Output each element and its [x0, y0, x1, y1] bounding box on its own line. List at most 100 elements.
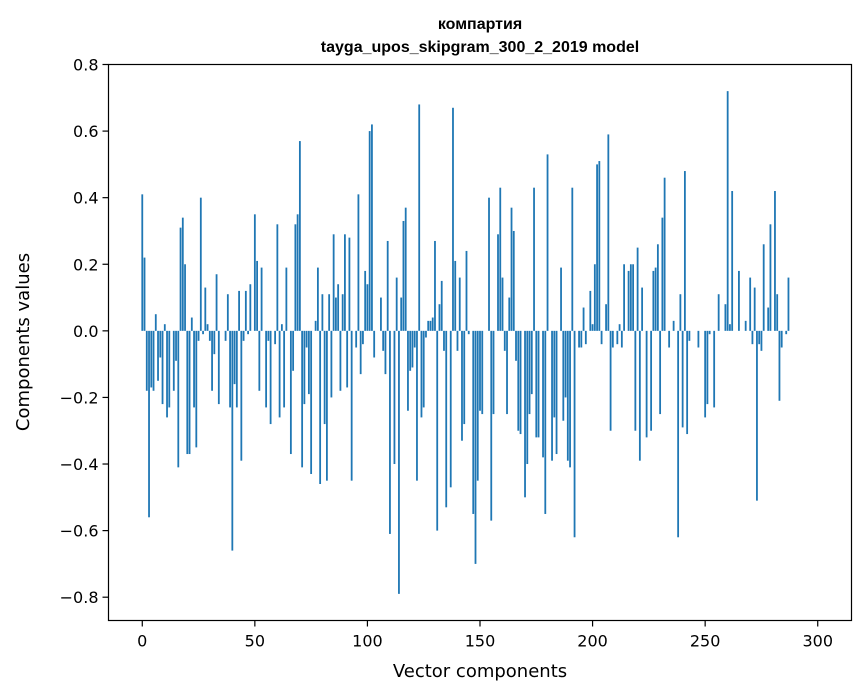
bar [141, 194, 144, 331]
bar [607, 134, 610, 331]
bar [436, 330, 439, 531]
bar [416, 330, 418, 481]
bar [506, 330, 508, 415]
bar [704, 330, 707, 418]
bar [319, 330, 322, 484]
y-tick-label: 0.0 [73, 322, 98, 341]
bar [530, 330, 533, 395]
bar [515, 330, 517, 361]
bar [188, 330, 191, 455]
y-tick-label: −0.2 [60, 388, 99, 407]
bar [638, 330, 641, 461]
bar [143, 257, 146, 331]
bar [778, 330, 781, 401]
bar [499, 187, 502, 331]
bar [278, 330, 281, 418]
bar [758, 330, 761, 345]
bar [492, 330, 495, 415]
bar [323, 330, 326, 425]
bar [445, 330, 448, 508]
bar [537, 330, 540, 438]
bar [326, 330, 328, 481]
bar [335, 297, 337, 331]
bar [274, 330, 277, 345]
bar [697, 330, 700, 348]
bar [346, 330, 349, 388]
bar [418, 104, 421, 331]
bar [749, 277, 752, 331]
bar [440, 280, 443, 331]
bar [560, 267, 562, 331]
y-tick-label: −0.6 [60, 522, 99, 541]
bar [787, 277, 790, 331]
bar [751, 330, 754, 345]
bar [393, 330, 396, 465]
bar [296, 214, 299, 331]
bar [508, 297, 511, 331]
bar [292, 330, 295, 371]
bar [256, 260, 258, 331]
bar [427, 320, 430, 331]
bar [756, 330, 758, 501]
bar [609, 330, 612, 431]
bar [152, 330, 155, 391]
bar [641, 287, 644, 331]
bars-group [141, 91, 790, 594]
bar [384, 330, 387, 375]
bar [729, 324, 731, 331]
bar [163, 324, 166, 331]
bar [488, 197, 490, 331]
bar [305, 330, 308, 348]
bar [330, 330, 333, 398]
bar [148, 330, 150, 518]
bar [380, 297, 382, 331]
bar [686, 330, 689, 435]
bar [490, 330, 493, 521]
bar [449, 330, 452, 488]
bar [289, 330, 292, 455]
bar [366, 284, 369, 331]
bar [600, 330, 603, 345]
bar [762, 244, 765, 331]
bar [179, 227, 182, 331]
bar [542, 330, 544, 458]
bar [681, 330, 684, 428]
bar [371, 124, 373, 331]
bar [620, 330, 623, 348]
bar [206, 324, 209, 331]
bar [249, 284, 252, 331]
bar [321, 294, 324, 331]
bar [596, 164, 598, 331]
bar [348, 237, 351, 331]
bar [175, 330, 177, 361]
bar [526, 330, 529, 465]
bar [422, 330, 425, 408]
bar [738, 270, 740, 331]
bar [656, 244, 659, 331]
bar [238, 290, 240, 331]
bar [402, 220, 405, 331]
bar [337, 284, 340, 331]
bar [652, 270, 655, 331]
bar [582, 307, 585, 331]
bar [267, 330, 270, 341]
y-tick-label: −0.4 [60, 455, 99, 474]
bar [260, 267, 263, 331]
bar [535, 330, 538, 438]
bar [497, 234, 499, 331]
bar [314, 320, 317, 331]
bar [661, 217, 664, 331]
bar [454, 260, 457, 331]
bar [458, 277, 461, 331]
bar [627, 270, 630, 331]
bar [303, 330, 306, 405]
bar [429, 320, 432, 331]
bar [717, 294, 720, 331]
bar [413, 330, 416, 348]
bar [524, 330, 526, 498]
bar [472, 330, 475, 514]
bar [546, 154, 549, 331]
bar [467, 330, 470, 335]
chart-title-line1: компартия [438, 16, 522, 33]
bar [154, 314, 157, 331]
